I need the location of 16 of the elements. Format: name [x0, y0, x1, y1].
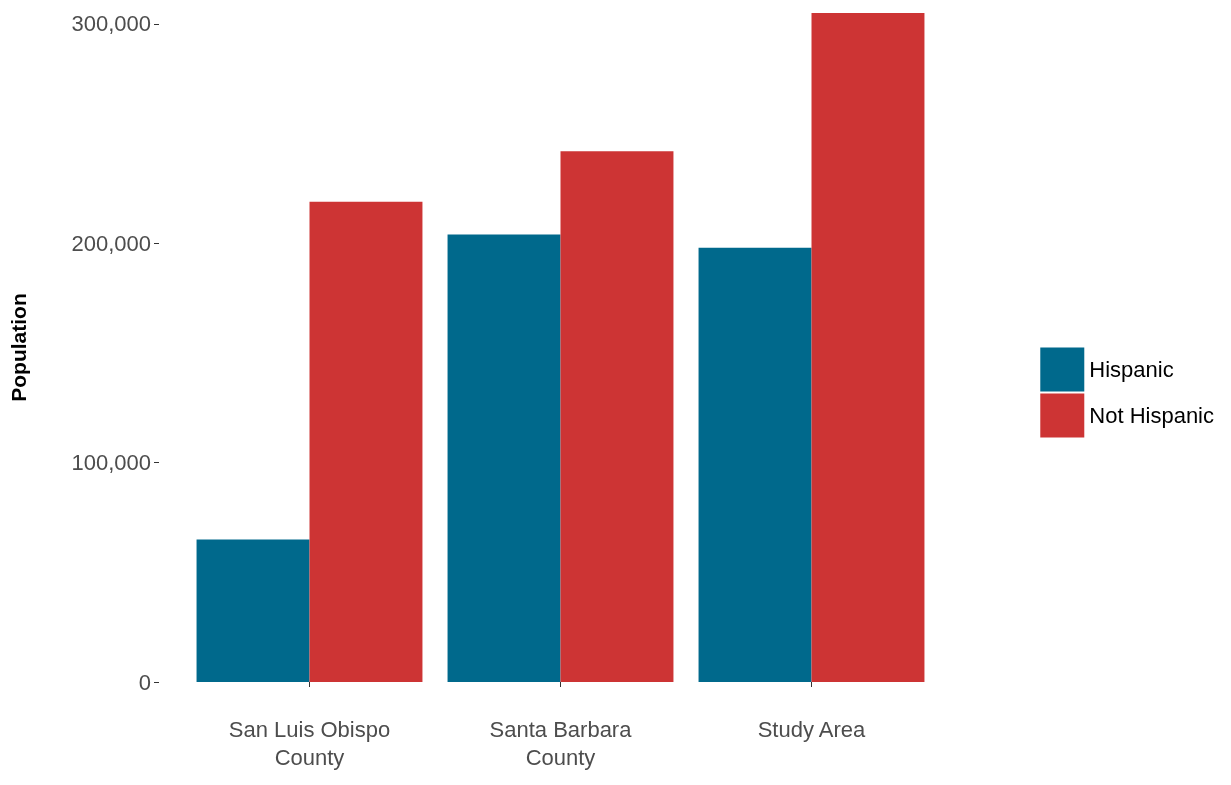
- x-tick-label: Study Area: [757, 716, 867, 742]
- bar: [309, 201, 423, 682]
- x-tick-label: Santa Barbara County: [489, 716, 633, 770]
- legend-label: Not Hispanic: [1089, 403, 1214, 428]
- bar: [447, 234, 561, 682]
- bar: [698, 247, 812, 682]
- y-tick-label: 200,000: [71, 230, 151, 256]
- y-axis-title: Population: [7, 293, 30, 402]
- bar: [196, 539, 310, 682]
- y-tick-label: 300,000: [71, 11, 151, 37]
- bar: [560, 151, 674, 682]
- legend-label: Hispanic: [1089, 357, 1174, 382]
- y-tick-label: 0: [138, 669, 151, 695]
- x-tick-label: San Luis Obispo County: [228, 716, 391, 770]
- y-tick-label: 100,000: [71, 450, 151, 476]
- bar: [811, 13, 925, 682]
